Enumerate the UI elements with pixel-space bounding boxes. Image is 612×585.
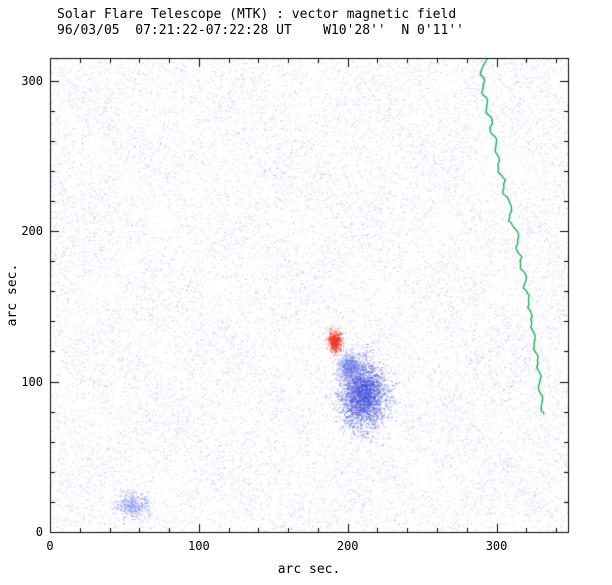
y-axis-title: arc sec. [5,263,20,327]
plot-title: Solar Flare Telescope (MTK) : vector mag… [57,7,457,22]
plot-subtitle: 96/03/05 07:21:22-07:22:28 UT W10'28'' N… [57,23,464,38]
x-axis-title: arc sec. [277,562,341,577]
